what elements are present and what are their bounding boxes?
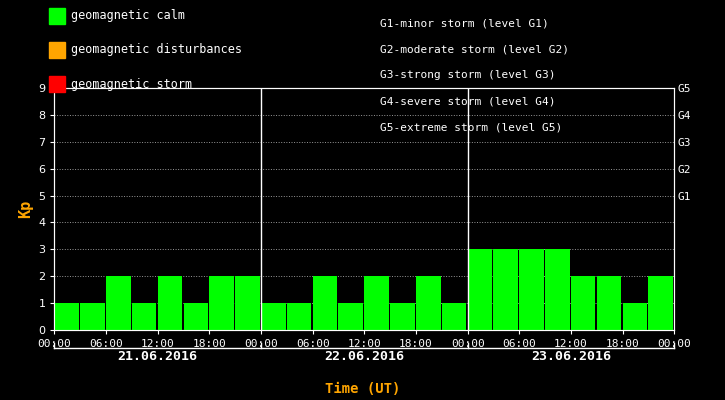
Bar [364, 276, 389, 330]
Text: G5-extreme storm (level G5): G5-extreme storm (level G5) [380, 122, 562, 132]
Bar [442, 303, 466, 330]
Bar [648, 276, 673, 330]
Bar [468, 249, 492, 330]
Text: G3-strong storm (level G3): G3-strong storm (level G3) [380, 70, 555, 80]
Bar [545, 249, 570, 330]
Bar [80, 303, 104, 330]
Bar [157, 276, 182, 330]
Bar [183, 303, 208, 330]
Bar [597, 276, 621, 330]
Bar [416, 276, 441, 330]
Bar [287, 303, 311, 330]
Bar [390, 303, 415, 330]
Bar [132, 303, 157, 330]
Bar [312, 276, 337, 330]
Text: 23.06.2016: 23.06.2016 [531, 350, 611, 363]
Bar [648, 276, 673, 330]
Bar [54, 303, 79, 330]
Bar [339, 303, 363, 330]
Y-axis label: Kp: Kp [17, 200, 33, 218]
Bar [519, 249, 544, 330]
Bar [235, 276, 260, 330]
Bar [261, 303, 286, 330]
Text: G1-minor storm (level G1): G1-minor storm (level G1) [380, 18, 549, 28]
Text: geomagnetic calm: geomagnetic calm [71, 10, 185, 22]
Text: 22.06.2016: 22.06.2016 [324, 350, 405, 363]
Text: G2-moderate storm (level G2): G2-moderate storm (level G2) [380, 44, 569, 54]
Text: G4-severe storm (level G4): G4-severe storm (level G4) [380, 96, 555, 106]
Bar [106, 276, 130, 330]
Bar [494, 249, 518, 330]
Bar [623, 303, 647, 330]
Text: Time (UT): Time (UT) [325, 382, 400, 396]
Bar [210, 276, 234, 330]
Bar [571, 276, 595, 330]
Text: geomagnetic storm: geomagnetic storm [71, 78, 192, 90]
Text: geomagnetic disturbances: geomagnetic disturbances [71, 44, 242, 56]
Text: 21.06.2016: 21.06.2016 [117, 350, 198, 363]
